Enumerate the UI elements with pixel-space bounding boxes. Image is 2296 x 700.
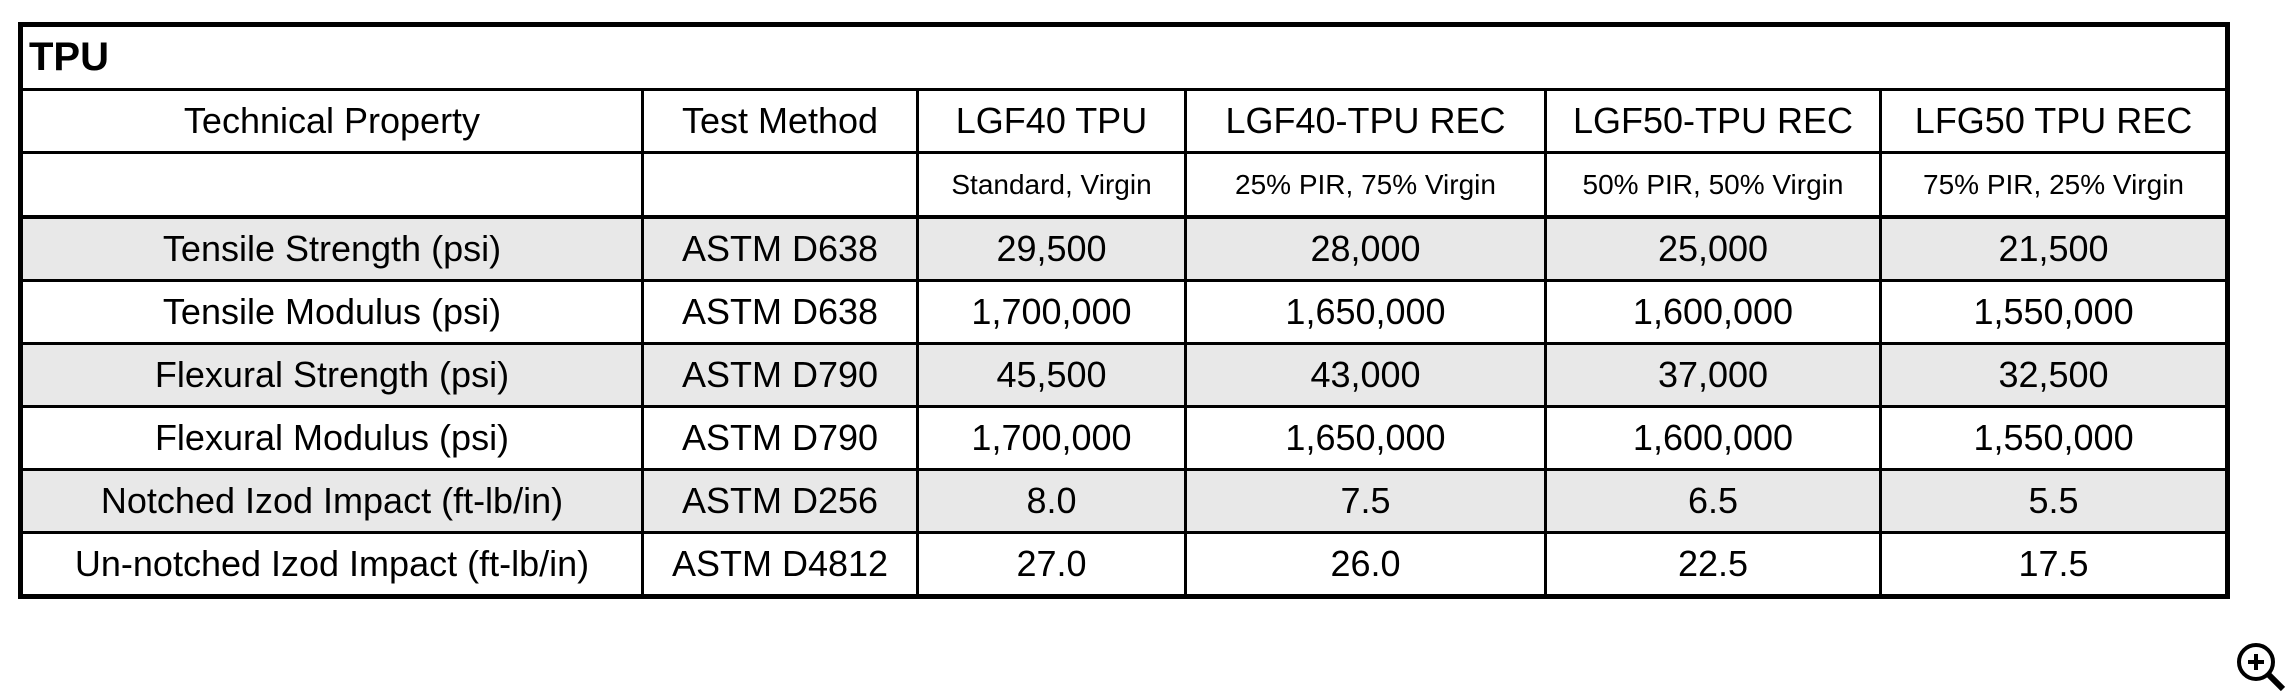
col-header-test-method: Test Method <box>641 88 919 154</box>
cell-test-method: ASTM D790 <box>641 342 919 408</box>
col-header-technical-property: Technical Property <box>19 88 644 154</box>
cell-test-method: ASTM D256 <box>641 468 919 534</box>
cell-property: Tensile Modulus (psi) <box>19 279 644 345</box>
cell-value: 1,600,000 <box>1544 405 1882 471</box>
cell-value: 25,000 <box>1544 215 1882 282</box>
cell-value: 27.0 <box>916 531 1187 598</box>
subheader-test-method <box>641 151 919 219</box>
subheader-lgf40-tpu-rec: 25% PIR, 75% Virgin <box>1184 151 1547 219</box>
cell-test-method: ASTM D638 <box>641 215 919 282</box>
cell-value: 43,000 <box>1184 342 1547 408</box>
cell-value: 17.5 <box>1878 531 2230 598</box>
table-row: Flexural Modulus (psi) ASTM D790 1,700,0… <box>19 405 2230 471</box>
cell-value: 1,650,000 <box>1184 279 1547 345</box>
table-row: Flexural Strength (psi) ASTM D790 45,500… <box>19 342 2230 408</box>
cell-value: 7.5 <box>1184 468 1547 534</box>
cell-value: 22.5 <box>1544 531 1882 598</box>
zoom-in-icon[interactable] <box>2228 634 2292 698</box>
cell-value: 1,700,000 <box>916 279 1187 345</box>
subheader-lfg50-tpu-rec: 75% PIR, 25% Virgin <box>1878 151 2230 219</box>
cell-value: 37,000 <box>1544 342 1882 408</box>
cell-value: 1,650,000 <box>1184 405 1547 471</box>
cell-test-method: ASTM D638 <box>641 279 919 345</box>
cell-value: 29,500 <box>916 215 1187 282</box>
subheader-lgf40-tpu: Standard, Virgin <box>916 151 1187 219</box>
col-header-lfg50-tpu-rec: LFG50 TPU REC <box>1878 88 2230 154</box>
cell-test-method: ASTM D790 <box>641 405 919 471</box>
cell-value: 1,550,000 <box>1878 279 2230 345</box>
col-header-lgf40-tpu-rec: LGF40-TPU REC <box>1184 88 1547 154</box>
cell-value: 1,550,000 <box>1878 405 2230 471</box>
cell-property: Notched Izod Impact (ft-lb/in) <box>19 468 644 534</box>
table-title: TPU <box>18 23 2230 91</box>
tpu-spec-table: TPU Technical Property Test Method LGF40… <box>18 22 2231 599</box>
col-header-lgf50-tpu-rec: LGF50-TPU REC <box>1544 88 1882 154</box>
cell-property: Tensile Strength (psi) <box>19 215 644 282</box>
table-row: Un-notched Izod Impact (ft-lb/in) ASTM D… <box>19 531 2230 598</box>
cell-value: 21,500 <box>1878 215 2230 282</box>
cell-value: 26.0 <box>1184 531 1547 598</box>
cell-value: 28,000 <box>1184 215 1547 282</box>
cell-value: 45,500 <box>916 342 1187 408</box>
cell-value: 5.5 <box>1878 468 2230 534</box>
table-row: Tensile Strength (psi) ASTM D638 29,500 … <box>19 215 2230 282</box>
cell-property: Flexural Strength (psi) <box>19 342 644 408</box>
table-title-row: TPU <box>18 23 2230 91</box>
table-header-row: Technical Property Test Method LGF40 TPU… <box>19 88 2230 154</box>
table-row: Tensile Modulus (psi) ASTM D638 1,700,00… <box>19 279 2230 345</box>
cell-value: 6.5 <box>1544 468 1882 534</box>
col-header-lgf40-tpu: LGF40 TPU <box>916 88 1187 154</box>
cell-property: Flexural Modulus (psi) <box>19 405 644 471</box>
cell-value: 32,500 <box>1878 342 2230 408</box>
cell-value: 1,700,000 <box>916 405 1187 471</box>
cell-value: 8.0 <box>916 468 1187 534</box>
subheader-lgf50-tpu-rec: 50% PIR, 50% Virgin <box>1544 151 1882 219</box>
table-subheader-row: Standard, Virgin 25% PIR, 75% Virgin 50%… <box>19 151 2230 219</box>
cell-test-method: ASTM D4812 <box>641 531 919 598</box>
cell-value: 1,600,000 <box>1544 279 1882 345</box>
subheader-technical-property <box>19 151 644 219</box>
table-row: Notched Izod Impact (ft-lb/in) ASTM D256… <box>19 468 2230 534</box>
cell-property: Un-notched Izod Impact (ft-lb/in) <box>19 531 644 598</box>
